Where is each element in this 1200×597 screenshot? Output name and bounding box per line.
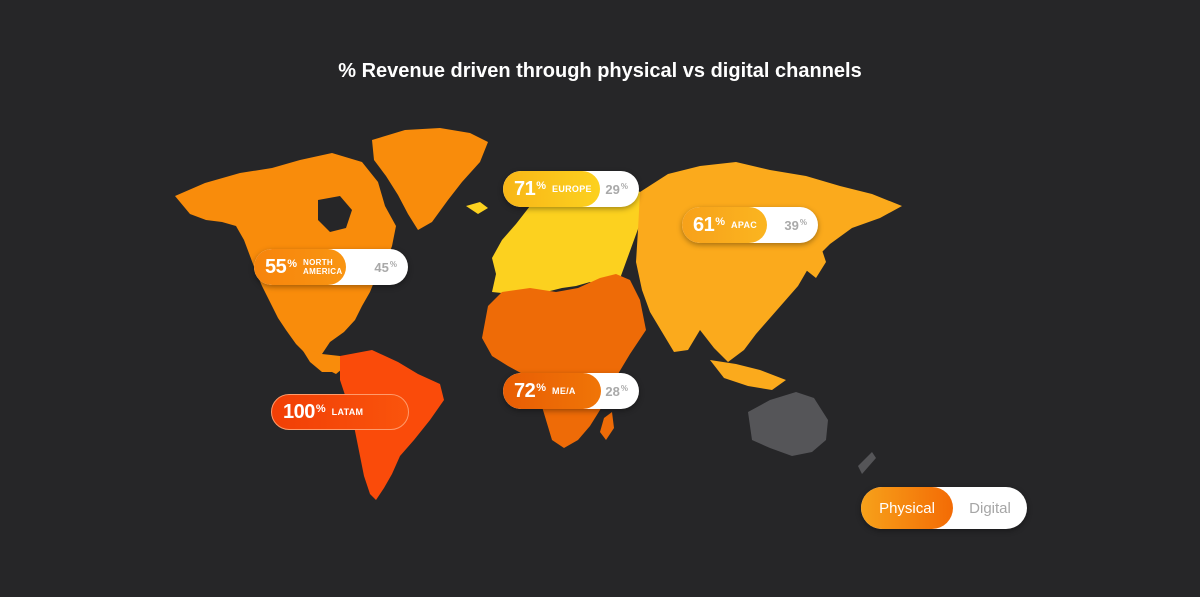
channel-legend: Physical Digital bbox=[861, 487, 1027, 529]
new-zealand-shape bbox=[858, 452, 876, 474]
percent-symbol: % bbox=[536, 180, 547, 192]
region-pill-north-america: 55% NORTH AMERICA 45% bbox=[254, 249, 408, 285]
europe-shape bbox=[492, 178, 642, 294]
chart-title: % Revenue driven through physical vs dig… bbox=[338, 60, 862, 82]
japan-shape bbox=[806, 250, 826, 278]
physical-segment: 72% ME/A bbox=[503, 373, 601, 409]
percent-symbol: % bbox=[620, 383, 628, 393]
se-asia-shape bbox=[710, 360, 786, 390]
percent-symbol: % bbox=[389, 259, 397, 269]
digital-value: 45 bbox=[374, 259, 389, 275]
legend-physical: Physical bbox=[861, 487, 953, 529]
region-pill-mea: 72% ME/A 28% bbox=[503, 373, 639, 409]
physical-value: 100 bbox=[283, 400, 315, 423]
percent-symbol: % bbox=[287, 258, 298, 270]
digital-segment: 39% bbox=[784, 207, 807, 243]
madagascar-shape bbox=[600, 412, 614, 440]
physical-segment: 61% APAC bbox=[682, 207, 767, 243]
apac-shape bbox=[636, 162, 902, 362]
region-pill-apac: 61% APAC 39% bbox=[682, 207, 818, 243]
iceland-shape bbox=[466, 202, 488, 214]
digital-value: 39 bbox=[784, 217, 799, 233]
region-label: APAC bbox=[731, 219, 758, 230]
digital-segment: 28% bbox=[605, 373, 628, 409]
africa-mea-shape bbox=[482, 274, 646, 448]
percent-symbol: % bbox=[799, 217, 807, 227]
greenland-shape bbox=[372, 128, 488, 230]
digital-segment: 45% bbox=[374, 249, 397, 285]
physical-segment: 71% EUROPE bbox=[503, 171, 600, 207]
physical-segment: 55% NORTH AMERICA bbox=[254, 249, 346, 285]
australia-shape bbox=[748, 392, 828, 456]
central-america-shape bbox=[300, 346, 332, 372]
digital-value: 28 bbox=[605, 383, 620, 399]
region-label: LATAM bbox=[331, 406, 364, 417]
region-pill-europe: 71% EUROPE 29% bbox=[503, 171, 639, 207]
physical-value: 72 bbox=[514, 379, 536, 402]
region-label-line-1: NORTH bbox=[303, 258, 333, 267]
region-label: ME/A bbox=[552, 385, 576, 396]
percent-symbol: % bbox=[536, 382, 547, 394]
region-label: NORTH AMERICA bbox=[303, 258, 342, 276]
percent-symbol: % bbox=[620, 181, 628, 191]
physical-value: 55 bbox=[265, 255, 287, 278]
region-label: EUROPE bbox=[552, 183, 592, 194]
percent-symbol: % bbox=[715, 216, 726, 228]
physical-segment: 100% LATAM bbox=[271, 394, 409, 430]
digital-segment: 29% bbox=[605, 171, 628, 207]
region-label-line-2: AMERICA bbox=[303, 267, 343, 276]
physical-value: 61 bbox=[693, 213, 715, 236]
region-pill-latam: 100% LATAM bbox=[271, 394, 409, 430]
digital-value: 29 bbox=[605, 181, 620, 197]
physical-value: 71 bbox=[514, 177, 536, 200]
percent-symbol: % bbox=[315, 403, 326, 415]
hudson-bay-shape bbox=[318, 196, 352, 232]
legend-digital: Digital bbox=[969, 499, 1011, 517]
